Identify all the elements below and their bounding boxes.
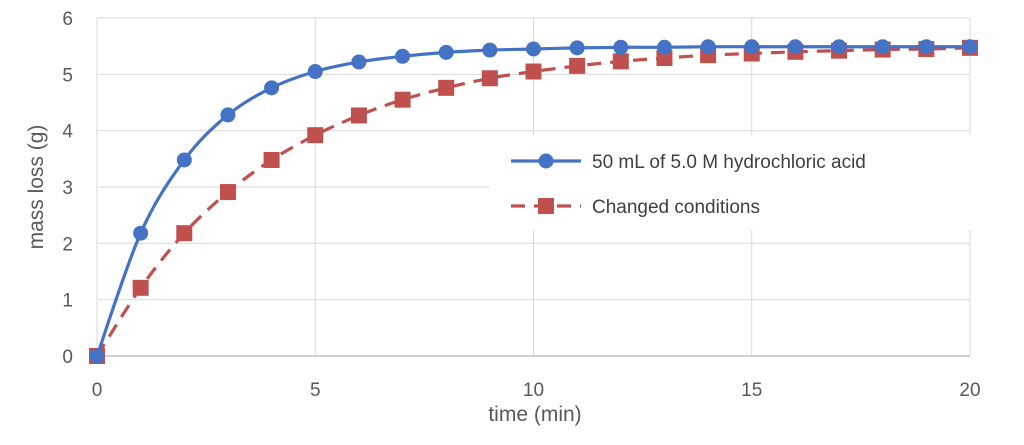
data-point	[526, 41, 541, 57]
x-tick-label: 5	[310, 380, 321, 401]
data-point	[525, 63, 542, 80]
y-tick-label: 4	[62, 122, 73, 143]
y-axis-ticks: 0 1 2 3 4 5 6	[62, 9, 73, 368]
x-tick-label: 15	[741, 380, 762, 401]
data-point	[569, 40, 585, 56]
data-point	[350, 107, 367, 124]
x-axis-title: time (min)	[488, 403, 581, 426]
data-point	[656, 39, 672, 55]
data-point	[264, 80, 280, 96]
data-point	[176, 152, 192, 168]
data-point	[569, 57, 586, 74]
y-tick-label: 3	[62, 178, 73, 199]
legend-label: 50 mL of 5.0 M hydrochloric acid	[592, 152, 866, 173]
data-point	[612, 53, 629, 70]
data-point	[481, 70, 498, 87]
data-point	[438, 79, 455, 96]
x-tick-label: 20	[959, 380, 980, 401]
data-point	[133, 225, 149, 241]
legend: 50 mL of 5.0 M hydrochloric acid Changed …	[490, 135, 975, 230]
y-tick-label: 2	[62, 234, 73, 255]
data-point	[219, 184, 236, 201]
y-tick-label: 5	[62, 65, 73, 86]
data-point	[176, 225, 193, 242]
data-point	[220, 107, 236, 123]
data-point	[613, 39, 629, 55]
legend-marker	[538, 198, 554, 214]
y-tick-label: 6	[62, 9, 73, 30]
series-layer	[89, 39, 978, 364]
data-point	[307, 127, 324, 144]
data-point	[307, 64, 323, 80]
data-point	[351, 54, 367, 70]
data-point	[89, 348, 105, 364]
series-1	[89, 39, 978, 364]
data-point	[438, 44, 454, 60]
x-axis-ticks: 0 5 10 15 20	[92, 380, 981, 401]
data-point	[395, 48, 411, 64]
data-point	[744, 39, 760, 55]
data-point	[656, 49, 673, 66]
data-point	[962, 39, 978, 55]
data-point	[875, 39, 891, 55]
data-point	[700, 39, 716, 55]
legend-background	[490, 135, 975, 230]
legend-marker	[538, 153, 554, 169]
data-point	[482, 42, 498, 58]
data-point	[918, 39, 934, 55]
data-point	[394, 91, 411, 108]
y-tick-label: 0	[62, 347, 73, 368]
data-point	[831, 39, 847, 55]
legend-label: Changed conditions	[592, 197, 760, 218]
data-point	[787, 39, 803, 55]
x-tick-label: 0	[92, 380, 103, 401]
y-axis-title: mass loss (g)	[25, 125, 48, 250]
data-point	[132, 279, 149, 296]
y-tick-label: 1	[62, 291, 73, 312]
x-tick-label: 10	[523, 380, 544, 401]
data-point	[263, 151, 280, 168]
